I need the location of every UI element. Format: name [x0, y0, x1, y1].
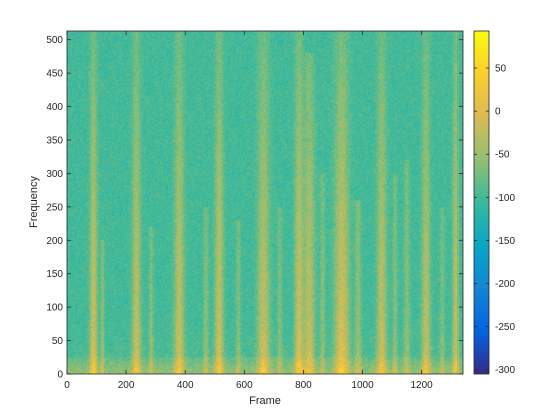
colorbar-tick-label: -300 [495, 365, 515, 376]
y-tick-label: 350 [46, 135, 63, 146]
colorbar-ticks: 50 0 -50 -100 -150 -200 -250 -300 [474, 64, 515, 376]
spectrogram-heatmap [67, 31, 463, 374]
x-tick-label: 1200 [411, 380, 434, 391]
colorbar-tick-label: 0 [495, 107, 501, 118]
colorbar-tick-label: -200 [495, 279, 515, 290]
colorbar [473, 30, 490, 375]
colorbar-tick-label: 50 [495, 64, 507, 75]
y-tick-label: 250 [46, 202, 63, 213]
colorbar-tick-label: -50 [495, 150, 510, 161]
y-tick-label: 400 [46, 102, 63, 113]
x-tick-label: 1000 [351, 380, 374, 391]
y-axis-label: Frequency [28, 176, 40, 228]
y-tick-label: 50 [52, 336, 64, 347]
y-tick-label: 0 [57, 370, 63, 381]
plot-area-frame [66, 30, 464, 375]
y-tick-label: 450 [46, 69, 63, 80]
x-tick-label: 400 [177, 380, 194, 391]
y-tick-label: 100 [46, 303, 63, 314]
y-tick-label: 200 [46, 236, 63, 247]
x-axis-label: Frame [249, 395, 281, 407]
y-tick-label: 500 [46, 35, 63, 46]
x-axis-ticks: 0 200 400 600 800 1000 1200 [64, 31, 433, 391]
x-tick-label: 600 [236, 380, 253, 391]
x-tick-label: 200 [118, 380, 135, 391]
x-tick-label: 800 [295, 380, 312, 391]
y-tick-label: 150 [46, 269, 63, 280]
colorbar-tick-label: -250 [495, 322, 515, 333]
colorbar-tick-label: -100 [495, 193, 515, 204]
y-axis-ticks: 0 50 100 150 200 250 300 350 400 450 500 [46, 35, 463, 381]
x-tick-label: 0 [64, 380, 70, 391]
y-tick-label: 300 [46, 169, 63, 180]
colorbar-tick-label: -150 [495, 236, 515, 247]
